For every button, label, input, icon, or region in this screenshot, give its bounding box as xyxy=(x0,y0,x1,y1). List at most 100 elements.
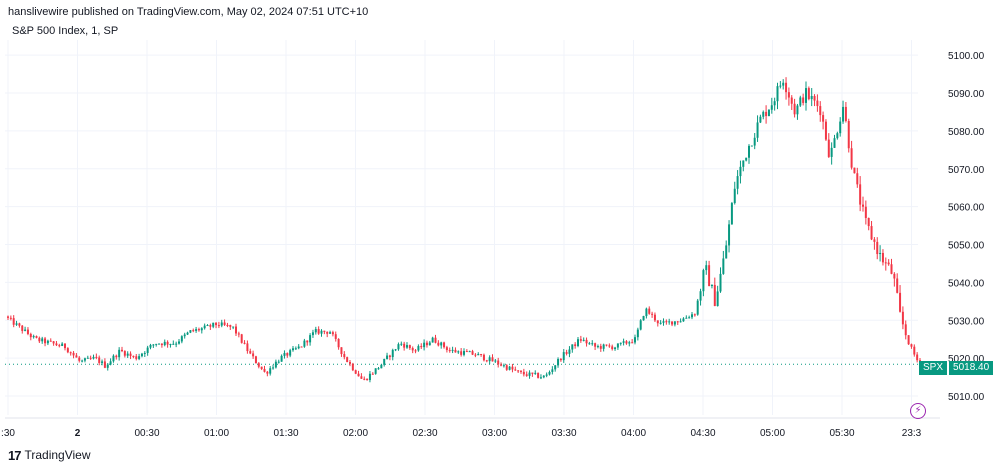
candle-body xyxy=(608,345,611,347)
candle xyxy=(913,344,916,357)
candle-body xyxy=(277,361,280,363)
candle-body xyxy=(653,314,656,321)
candle-body xyxy=(813,96,816,101)
candle-body xyxy=(326,331,329,334)
candle-body xyxy=(537,372,540,378)
candle xyxy=(730,201,733,225)
candle xyxy=(685,315,688,319)
candle-body xyxy=(531,372,534,374)
candle-body xyxy=(175,343,178,345)
candle-body xyxy=(380,364,383,369)
candle-body xyxy=(648,308,651,314)
candle-body xyxy=(722,258,725,274)
x-tick-label: 01:30 xyxy=(273,428,298,439)
candle-body xyxy=(354,370,357,374)
candle-body xyxy=(172,343,175,345)
candle-body xyxy=(568,349,571,354)
candle-body xyxy=(400,343,403,345)
candle xyxy=(753,133,756,150)
candle-body xyxy=(155,343,158,345)
candle-body xyxy=(500,364,503,366)
candle-body xyxy=(340,347,343,355)
candle-body xyxy=(893,273,896,279)
candle-body xyxy=(616,343,619,348)
candle-body xyxy=(197,329,200,331)
candle-body xyxy=(217,325,220,327)
candle xyxy=(98,355,101,366)
candle-body xyxy=(733,188,736,204)
candle xyxy=(785,77,788,100)
candle xyxy=(525,371,528,377)
candle xyxy=(668,318,671,325)
candle-body xyxy=(890,264,893,274)
candle-body xyxy=(522,371,525,375)
candle-body xyxy=(440,342,443,346)
candle xyxy=(822,111,825,130)
candle xyxy=(309,333,312,346)
candle xyxy=(862,196,864,212)
candle-body xyxy=(64,343,66,349)
candle xyxy=(876,237,879,260)
candle-body xyxy=(862,204,864,207)
candle xyxy=(779,81,782,89)
candle xyxy=(505,364,508,371)
x-tick-label: 00:30 xyxy=(134,428,159,439)
candle-body xyxy=(386,355,389,359)
candle xyxy=(482,353,485,362)
candle xyxy=(596,344,599,349)
candle xyxy=(733,181,736,205)
candle xyxy=(810,88,813,107)
candle-body xyxy=(192,330,195,332)
candle-body xyxy=(331,332,334,335)
candle xyxy=(86,355,89,359)
candle-body xyxy=(411,348,414,351)
candle-body xyxy=(283,353,286,356)
candle xyxy=(149,343,152,350)
candle-body xyxy=(864,206,867,218)
candle xyxy=(722,250,725,275)
candle xyxy=(497,357,500,368)
candle-body xyxy=(95,356,98,358)
candle-body xyxy=(577,339,579,347)
candle-body xyxy=(497,360,500,365)
candle-body xyxy=(847,121,850,149)
candle xyxy=(323,330,326,335)
candle-body xyxy=(215,322,218,326)
candle-body xyxy=(762,111,765,117)
candle-body xyxy=(72,352,75,356)
candle xyxy=(548,370,551,376)
candle-body xyxy=(465,351,468,353)
candle-body xyxy=(802,97,805,103)
candle xyxy=(819,101,822,122)
candle xyxy=(274,359,277,369)
candle-body xyxy=(445,347,448,351)
candle xyxy=(790,95,793,110)
candle xyxy=(910,343,913,349)
candle-body xyxy=(454,349,457,353)
x-tick-label: 04:00 xyxy=(621,428,646,439)
candle-body xyxy=(596,346,599,348)
candle xyxy=(756,115,759,142)
candle-body xyxy=(303,340,306,347)
x-tick-label: 02:30 xyxy=(412,428,437,439)
candle-body xyxy=(642,316,645,321)
candle xyxy=(776,82,779,110)
candle-body xyxy=(180,336,183,342)
candle-body xyxy=(24,329,27,331)
candle xyxy=(78,356,81,363)
x-tick-label: 01:00 xyxy=(204,428,229,439)
candle xyxy=(805,81,807,111)
candle xyxy=(884,257,887,271)
candle-body xyxy=(15,323,18,325)
candle xyxy=(631,339,634,344)
lightning-icon[interactable]: ⚡ xyxy=(910,403,926,419)
candle xyxy=(226,322,229,328)
candle xyxy=(132,355,135,359)
candle xyxy=(488,355,491,365)
candle-body xyxy=(796,105,799,115)
y-tick-label: 5090.00 xyxy=(948,89,985,100)
candle-body xyxy=(688,317,691,319)
candle xyxy=(143,351,146,358)
candle-body xyxy=(189,330,192,333)
